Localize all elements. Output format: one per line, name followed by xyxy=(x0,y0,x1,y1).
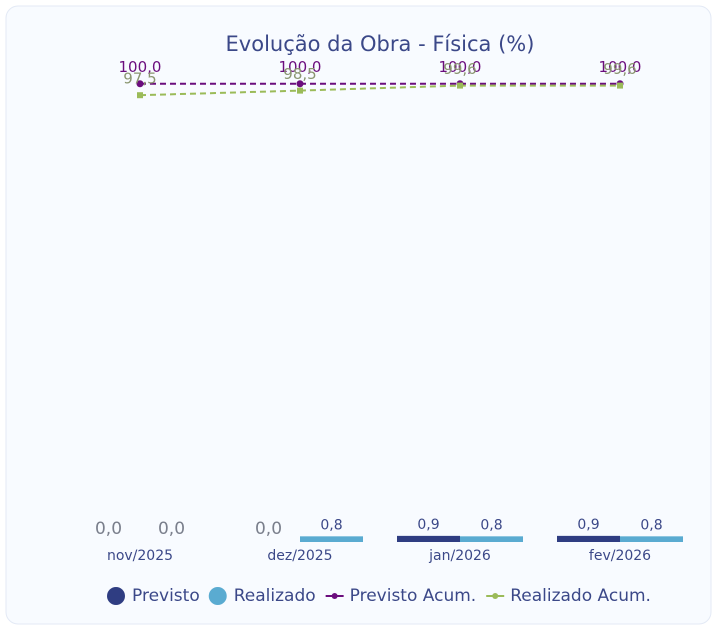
bar-value-label: 0,0 xyxy=(95,519,122,539)
bar xyxy=(460,536,523,542)
bar-value-label: 0,0 xyxy=(255,519,282,539)
point xyxy=(617,82,623,89)
point xyxy=(297,87,303,94)
line-value-label: 100,0 xyxy=(119,58,162,76)
line-value-label: 100,0 xyxy=(279,58,322,76)
point xyxy=(296,80,304,88)
point xyxy=(457,82,463,89)
legend-label: Previsto xyxy=(132,586,200,606)
bar-value-label: 0,8 xyxy=(480,517,502,533)
chart-title: Evolução da Obra - Física (%) xyxy=(226,32,535,56)
bar-value-label: 0,0 xyxy=(158,519,185,539)
x-tick-label: fev/2026 xyxy=(589,548,651,564)
legend-swatch xyxy=(208,587,227,605)
legend-label: Realizado Acum. xyxy=(510,586,651,606)
bar-value-label: 0,8 xyxy=(640,517,662,533)
x-tick-label: nov/2025 xyxy=(107,548,173,564)
legend-label: Previsto Acum. xyxy=(350,586,477,606)
bar-value-label: 0,9 xyxy=(417,517,439,533)
line-value-label: 98,5 xyxy=(283,65,316,83)
bar xyxy=(300,536,363,542)
line-value-label: 100,0 xyxy=(439,58,482,76)
legend-swatch xyxy=(107,587,125,605)
line-value-label: 99,6 xyxy=(603,60,636,78)
point xyxy=(136,80,144,88)
bar xyxy=(557,535,620,542)
x-tick-label: dez/2025 xyxy=(267,548,332,564)
bar xyxy=(397,535,460,542)
card xyxy=(5,5,712,625)
legend-label: Realizado xyxy=(234,586,316,606)
bar-value-label: 0,8 xyxy=(320,517,342,533)
line-value-label: 99,6 xyxy=(443,60,476,78)
legend-swatch xyxy=(492,593,499,599)
line-value-label: 97,5 xyxy=(123,70,156,88)
bar xyxy=(620,536,683,542)
bar-value-label: 0,9 xyxy=(577,517,599,533)
line xyxy=(139,84,620,97)
legend-swatch xyxy=(331,593,338,599)
line-value-label: 100,0 xyxy=(599,58,642,76)
x-tick-label: jan/2026 xyxy=(428,548,491,564)
point xyxy=(137,92,143,99)
